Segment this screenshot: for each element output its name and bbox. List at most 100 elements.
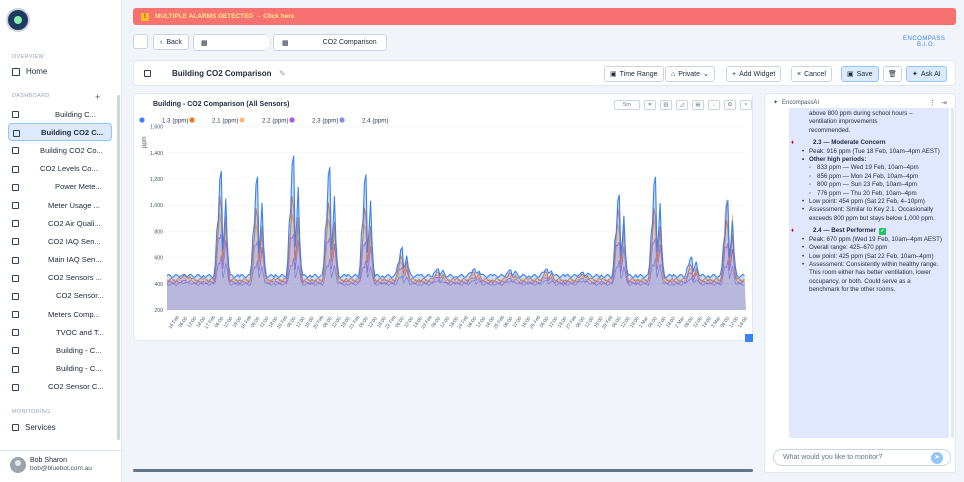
user-name: Bob Sharon xyxy=(30,457,67,464)
sidebar-item-home[interactable]: Home xyxy=(12,67,47,76)
series-line xyxy=(166,155,745,279)
chart-bar-icon[interactable]: ▥ xyxy=(660,100,672,110)
ai-message-heading: 2.4 — Best Performer✓ xyxy=(791,227,943,236)
x-tick-label: 18:00 xyxy=(448,316,460,330)
sidebar-item-label: Building C... xyxy=(55,109,96,119)
sidebar-item-dashboard[interactable]: Meter Usage ... xyxy=(8,196,112,214)
ai-message-text: recommended. xyxy=(809,126,851,134)
ai-message-text: Assessment: Consistently within healthy … xyxy=(809,260,939,294)
ai-message-line: 800 ppm — Sun 23 Feb, 10am–4pm xyxy=(809,181,943,190)
app-logo[interactable] xyxy=(6,8,30,32)
private-dropdown[interactable]: ⌂ Private ⌄ xyxy=(665,66,715,82)
ai-message: above 800 ppm during school hours – venti… xyxy=(789,108,949,438)
sidebar-item-services[interactable]: Services xyxy=(12,423,56,432)
lock-icon: ⌂ xyxy=(671,70,676,78)
y-tick-label: 1,600 xyxy=(150,125,163,131)
brand-line-2: B.I.O. xyxy=(917,42,936,48)
ai-message-text: Assessment: Similar to Key 2.1. Occasion… xyxy=(809,206,935,222)
ai-message-heading: 2.3 — Moderate Concern xyxy=(791,139,943,148)
breadcrumb-item-root[interactable]: ▦ xyxy=(193,34,271,51)
user-profile[interactable]: Bob Sharon bob@bluebot.com.au xyxy=(0,450,122,482)
sidebar-scrollbar[interactable] xyxy=(117,95,120,440)
sidebar-item-dashboard[interactable]: Meters Comp... xyxy=(8,305,112,323)
x-tick-label: 06:00 xyxy=(539,316,551,330)
x-tick-label: 06:00 xyxy=(575,316,587,330)
sidebar-item-dashboard[interactable]: Building CO2 Co... xyxy=(8,141,112,159)
x-tick-label: 12:00 xyxy=(728,316,740,330)
sidebar-item-dashboard[interactable]: Building CO2 C... xyxy=(8,123,112,142)
pencil-icon[interactable]: ✎ xyxy=(279,69,286,78)
sidebar-item-dashboard[interactable]: CO2 Sensor C... xyxy=(8,378,112,396)
chart-area-icon[interactable]: ◿ xyxy=(676,100,688,110)
add-dashboard-button[interactable]: + xyxy=(95,92,101,102)
x-tick-label: 12:00 xyxy=(548,316,560,330)
x-tick-label: 12:00 xyxy=(295,316,307,330)
sidebar-item-label: CO2 Sensors ... xyxy=(48,273,103,283)
sidebar-item-dashboard[interactable]: Main IAQ Sen... xyxy=(8,251,112,269)
x-tick-label: 12:00 xyxy=(259,316,271,330)
sidebar-item-dashboard[interactable]: CO2 Levels Co... xyxy=(8,160,112,178)
sidebar-item-dashboard[interactable]: TVOC and T... xyxy=(8,323,112,341)
cancel-button[interactable]: × Cancel xyxy=(791,66,832,82)
x-tick-label: 06:00 xyxy=(647,316,659,330)
series-area xyxy=(167,255,746,310)
sidebar-item-dashboard[interactable]: CO2 Sensor... xyxy=(8,287,112,305)
ai-message-line: Peak: 916 ppm (Tue 18 Feb, 10am–4pm AEST… xyxy=(802,147,943,157)
dashboard-icon xyxy=(12,147,19,155)
sidebar-item-dashboard[interactable]: CO2 IAQ Sen... xyxy=(8,232,112,250)
x-tick-label: 18:00 xyxy=(484,316,496,330)
x-tick-label: 18:00 xyxy=(412,316,424,330)
save-button[interactable]: ▣ Save xyxy=(841,66,879,82)
gear-icon[interactable]: ⚙ xyxy=(724,100,736,110)
dashboard-header: Building CO2 Comparison ✎ ▣ Time Range ⌂… xyxy=(133,60,956,86)
x-tick-label: 18:00 xyxy=(629,316,641,330)
trash-icon[interactable]: × xyxy=(740,100,752,110)
trash-icon: 🗑 xyxy=(888,71,897,78)
chart-line-icon[interactable]: ⌗ xyxy=(644,100,656,110)
alarm-banner[interactable]: ! MULTIPLE ALARMS DETECTED → Click here xyxy=(133,8,956,25)
time-range-button[interactable]: ▣ Time Range xyxy=(604,66,664,82)
sidebar-item-dashboard[interactable]: Power Mete... xyxy=(8,178,112,196)
ask-ai-button[interactable]: ✦ Ask AI xyxy=(906,66,947,82)
resize-handle[interactable] xyxy=(745,334,753,342)
ai-message-text: Peak: 670 ppm (Wed 19 Feb, 10am–4pm AEST… xyxy=(809,235,942,243)
horizontal-scrollbar[interactable] xyxy=(133,469,753,472)
sparkle-icon: ✦ xyxy=(912,71,918,78)
ai-message-line: 776 ppm — Thu 20 Feb, 10am–4pm xyxy=(809,190,943,199)
breadcrumb-item-current[interactable]: ▦ CO2 Comparison xyxy=(273,34,387,51)
ai-scrollbar[interactable] xyxy=(951,108,954,438)
chart-widget[interactable]: Building - CO2 Comparison (All Sensors) … xyxy=(133,93,753,342)
sidebar-item-dashboard[interactable]: CO2 Air Quali... xyxy=(8,214,112,232)
dashboard-list: Building C... Building CO2 C... Building C… xyxy=(8,105,112,396)
save-icon: ▣ xyxy=(847,71,854,78)
sidebar-item-label: Building CO2 C... xyxy=(41,127,104,137)
more-icon[interactable]: ⋮ xyxy=(929,100,936,107)
ai-message-text: Peak: 916 ppm (Tue 18 Feb, 10am–4pm AEST… xyxy=(809,147,940,155)
series-area xyxy=(167,234,746,310)
send-icon[interactable]: ➤ xyxy=(931,452,943,464)
delete-button[interactable]: 🗑 xyxy=(883,66,902,82)
sidebar-item-dashboard[interactable]: Building - C... xyxy=(8,360,112,378)
chevron-left-icon: ‹ xyxy=(160,38,163,46)
x-tick-label: 06:00 xyxy=(177,316,189,330)
x-tick-label: 12:00 xyxy=(331,316,343,330)
collapse-icon[interactable]: ⇥ xyxy=(941,100,947,107)
sidebar-item-label: Building - C... xyxy=(56,346,102,356)
plus-icon: + xyxy=(732,70,737,78)
grid-icon: ▦ xyxy=(201,40,208,47)
add-widget-button[interactable]: + Add Widget xyxy=(726,66,782,82)
ask-ai-label: Ask AI xyxy=(920,70,941,78)
range-button[interactable]: 5m xyxy=(614,100,640,110)
sidebar-item-dashboard[interactable]: CO2 Sensors ... xyxy=(8,269,112,287)
download-icon[interactable]: ↓ xyxy=(708,100,720,110)
legend-label: 2.2 (ppm) xyxy=(262,118,288,125)
back-button[interactable]: ‹ Back xyxy=(153,34,189,50)
ai-message-text: 2.4 — Best Performer xyxy=(813,227,876,235)
ai-message-line: recommended. xyxy=(809,127,943,135)
ai-chat-input[interactable]: What would you like to monitor? xyxy=(773,449,951,466)
chart-table-icon[interactable]: ▤ xyxy=(692,100,704,110)
toggle-sidebar-button[interactable] xyxy=(133,34,148,49)
sidebar-item-dashboard[interactable]: Building - C... xyxy=(8,341,112,359)
series-area xyxy=(167,196,746,310)
sidebar-item-dashboard[interactable]: Building C... xyxy=(8,105,112,123)
